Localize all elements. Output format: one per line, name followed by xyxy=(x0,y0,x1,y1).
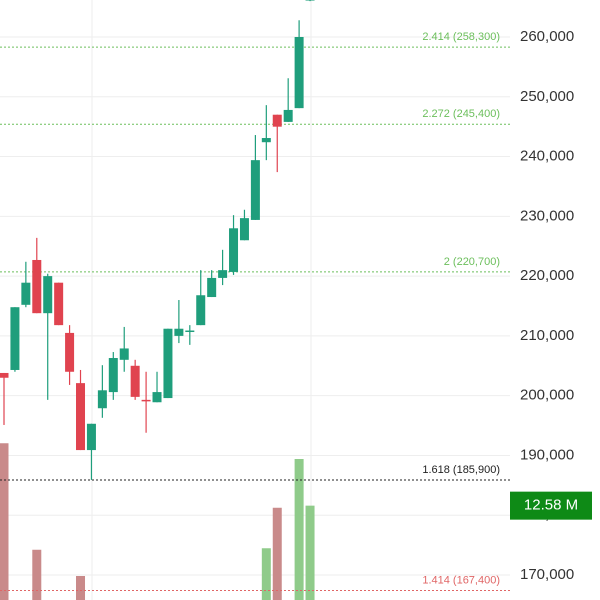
level-label: 2.414 (258,300) xyxy=(422,31,500,43)
candle-body xyxy=(130,365,140,397)
candle-body xyxy=(261,138,271,143)
y-tick-label: 230,000 xyxy=(520,207,574,224)
y-tick-label: 250,000 xyxy=(520,88,574,105)
candle-body xyxy=(10,307,20,370)
candle-body xyxy=(32,259,42,314)
candle-body xyxy=(229,228,239,272)
level-label: 1.414 (167,400) xyxy=(422,574,500,586)
candle-body xyxy=(250,160,260,220)
volume-badge xyxy=(510,491,592,520)
candle-body xyxy=(163,328,173,399)
y-tick-label: 260,000 xyxy=(520,28,574,45)
candle-body xyxy=(185,330,195,333)
level-label: 1.618 (185,900) xyxy=(422,464,500,476)
candle-body xyxy=(294,37,304,109)
candle-body xyxy=(54,282,64,326)
y-tick-label: 210,000 xyxy=(520,327,574,344)
candle-body xyxy=(43,276,53,314)
candle-body xyxy=(141,399,151,402)
candle-body xyxy=(97,390,107,409)
y-tick-label: 240,000 xyxy=(520,148,574,165)
candle-body xyxy=(86,423,96,451)
volume-badge-label: 12.58 M xyxy=(524,497,578,514)
candle-body xyxy=(218,270,228,278)
volume-bar xyxy=(0,443,9,600)
candle-body xyxy=(305,0,315,1)
volume-bar xyxy=(32,549,42,600)
candle-body xyxy=(272,114,282,127)
level-label: 2.272 (245,400) xyxy=(422,108,500,120)
volume-bar xyxy=(272,507,282,600)
candle-body xyxy=(65,332,75,372)
candle-body xyxy=(174,328,184,336)
candle-body xyxy=(108,358,118,393)
level-label: 2 (220,700) xyxy=(444,256,500,268)
y-tick-label: 190,000 xyxy=(520,446,574,463)
candle-body xyxy=(207,277,217,298)
candle-body xyxy=(0,372,9,378)
candle-body xyxy=(283,109,293,122)
candle-body xyxy=(119,348,129,360)
candle-body xyxy=(76,383,86,451)
y-tick-label: 200,000 xyxy=(520,387,574,404)
candle-body xyxy=(21,282,31,305)
y-tick-label: 170,000 xyxy=(520,566,574,583)
volume-bar xyxy=(305,505,315,600)
volume-bar xyxy=(76,576,86,600)
candle-body xyxy=(196,295,206,326)
candle-body xyxy=(152,392,162,403)
volume-bar xyxy=(261,548,271,600)
y-tick-label: 220,000 xyxy=(520,267,574,284)
volume-bar xyxy=(294,459,304,600)
candle-body xyxy=(239,218,249,241)
